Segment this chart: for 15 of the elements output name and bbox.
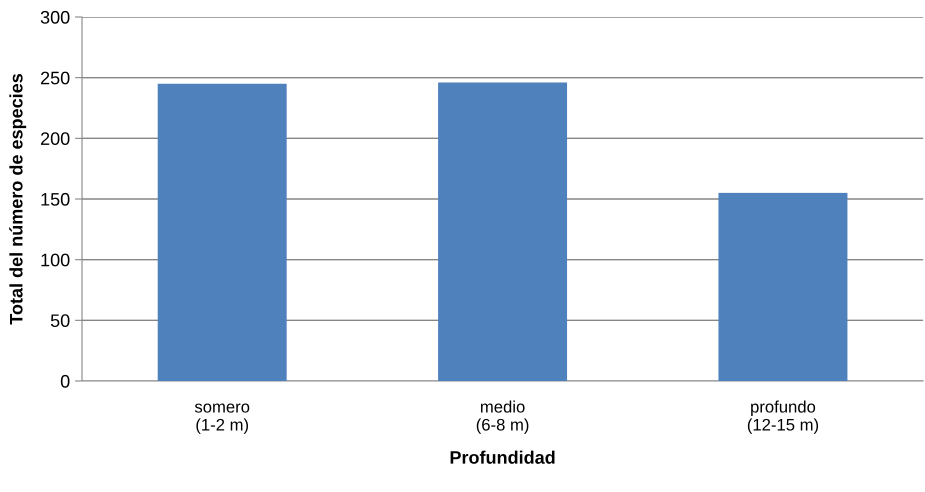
y-tick-label: 0 (60, 374, 70, 388)
y-tick-label: 250 (40, 72, 70, 84)
x-tick-label: somero (1-2 m) (194, 404, 250, 434)
y-tick-label: 100 (41, 254, 70, 266)
y-tick-label: 300 (40, 10, 70, 24)
y-tick-label: 50 (50, 314, 70, 328)
bar (158, 84, 287, 381)
bar (718, 192, 848, 381)
x-axis-title: Profundidad (450, 450, 555, 464)
bar (438, 82, 568, 381)
x-tick-label: profundo (12-15 m) (748, 400, 818, 434)
y-tick-label: 150 (41, 192, 70, 206)
y-axis-title: Total del número de especies (9, 74, 26, 325)
y-tick-label: 200 (40, 132, 70, 146)
x-tick-label: medio (6-8 m) (476, 400, 528, 434)
